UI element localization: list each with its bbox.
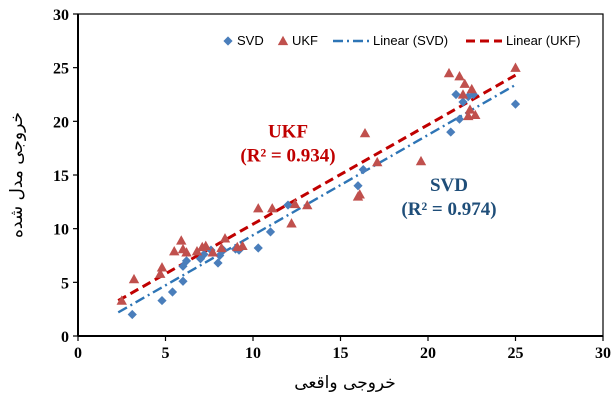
ukf-point xyxy=(459,78,470,88)
legend-label: SVD xyxy=(237,33,264,48)
ukf-point xyxy=(155,268,166,278)
axis-ticks: 0 5 10 15 20 25 30 0 5 10 15 20 25 30 xyxy=(53,7,611,362)
svd-point xyxy=(213,258,223,268)
ukf-point xyxy=(470,109,481,120)
legend-marker xyxy=(223,36,233,46)
ukf-point xyxy=(354,189,365,199)
svd-point xyxy=(358,165,368,175)
data-points xyxy=(116,62,521,320)
legend-item-linear-ukf: Linear (UKF) xyxy=(466,33,580,48)
ukf-point xyxy=(466,83,477,94)
x-tick-label: 20 xyxy=(420,345,436,362)
y-tick-label: 20 xyxy=(53,114,69,131)
svd-point xyxy=(353,181,363,191)
annotation-svd-label: SVD xyxy=(430,175,468,196)
svd-point xyxy=(265,227,276,237)
y-tick-label: 0 xyxy=(61,329,69,346)
ukf-point xyxy=(200,240,211,250)
svd-point xyxy=(181,256,192,266)
svd-point xyxy=(454,114,465,124)
ukf-point xyxy=(116,295,127,305)
ukf-point xyxy=(181,247,192,257)
annotations: UKF (R² = 0.934) SVD (R² = 0.974) xyxy=(240,121,496,220)
ukf-point xyxy=(219,233,231,243)
ukf-point xyxy=(457,89,469,99)
x-tick-label: 5 xyxy=(162,345,170,362)
annotation-ukf-r2: (R² = 0.934) xyxy=(240,145,335,166)
y-tick-label: 5 xyxy=(61,275,69,292)
ukf-point xyxy=(286,218,297,228)
legend-label: UKF xyxy=(292,33,318,48)
ukf-point xyxy=(191,246,203,256)
ukf-point xyxy=(372,156,383,167)
annotation-ukf-label: UKF xyxy=(268,121,308,142)
x-tick-label: 0 xyxy=(74,345,82,362)
ukf-point xyxy=(289,198,301,209)
svd-point xyxy=(451,89,461,100)
annotation-ukf: UKF (R² = 0.934) xyxy=(240,121,335,166)
ukf-point xyxy=(216,242,227,253)
trendline-linear-svd xyxy=(117,83,517,314)
y-tick-label: 15 xyxy=(53,168,69,185)
legend-label: Linear (SVD) xyxy=(373,33,448,48)
legend: SVD UKF Linear (SVD) Linear (UKF) xyxy=(223,33,580,48)
ukf-point xyxy=(237,240,248,250)
annotation-svd: SVD (R² = 0.974) xyxy=(401,175,496,220)
x-tick-label: 15 xyxy=(333,345,349,362)
x-tick-label: 10 xyxy=(245,345,261,362)
legend-label: Linear (UKF) xyxy=(506,33,580,48)
ukf-point xyxy=(415,155,427,166)
legend-item-ukf: UKF xyxy=(277,33,318,48)
ukf-point xyxy=(443,67,455,78)
svd-point xyxy=(127,309,137,320)
svd-point xyxy=(510,99,521,109)
annotation-svd-r2: (R² = 0.974) xyxy=(401,199,496,220)
svd-point xyxy=(178,276,188,286)
x-tick-label: 30 xyxy=(595,345,611,362)
svd-point xyxy=(195,254,206,264)
ukf-point xyxy=(207,247,218,257)
svd-point xyxy=(199,249,209,260)
y-axis-title: خروجی مدل شده xyxy=(7,112,27,238)
ukf-point xyxy=(510,62,521,72)
legend-item-linear-svd: Linear (SVD) xyxy=(333,33,448,48)
legend-marker xyxy=(277,35,289,46)
svd-point xyxy=(458,97,468,107)
ukf-point xyxy=(128,273,140,284)
y-tick-label: 30 xyxy=(53,7,69,24)
ukf-point xyxy=(454,71,465,81)
ukf-point xyxy=(169,246,180,256)
svd-point xyxy=(446,127,456,137)
legend-item-svd: SVD xyxy=(223,33,264,48)
x-tick-label: 25 xyxy=(508,345,524,362)
y-tick-label: 10 xyxy=(53,222,69,239)
svd-point xyxy=(157,295,167,306)
ukf-point xyxy=(267,203,278,213)
ukf-point xyxy=(302,199,313,210)
ukf-point xyxy=(359,127,371,138)
ukf-point xyxy=(464,104,476,114)
ukf-point xyxy=(156,262,168,272)
svd-point xyxy=(167,287,178,297)
ukf-point xyxy=(253,203,264,213)
x-axis-title: خروجی واقعی xyxy=(294,373,396,393)
y-tick-label: 25 xyxy=(53,61,69,78)
ukf-point xyxy=(176,235,187,245)
svd-point xyxy=(253,243,263,253)
